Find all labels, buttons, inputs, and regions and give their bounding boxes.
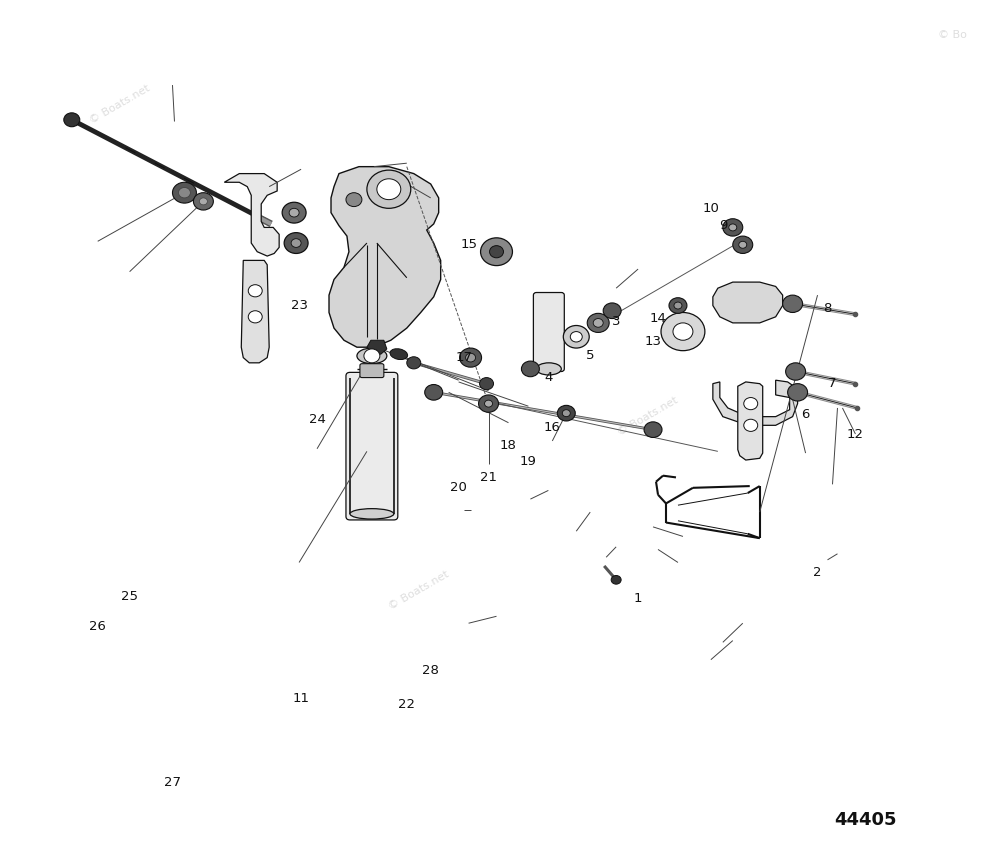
Text: 8: 8	[824, 302, 831, 314]
Circle shape	[593, 319, 603, 327]
Text: 15: 15	[460, 239, 478, 251]
Circle shape	[64, 113, 80, 127]
Circle shape	[669, 298, 687, 313]
Circle shape	[521, 361, 539, 377]
Text: 14: 14	[650, 312, 666, 325]
Ellipse shape	[357, 348, 387, 364]
Circle shape	[739, 241, 747, 248]
FancyBboxPatch shape	[533, 293, 564, 372]
Text: 1: 1	[634, 593, 642, 605]
Circle shape	[562, 410, 570, 417]
Circle shape	[674, 302, 682, 309]
Text: 19: 19	[520, 456, 536, 468]
Circle shape	[661, 312, 705, 351]
Text: 17: 17	[455, 352, 473, 364]
Circle shape	[490, 246, 503, 258]
Text: 11: 11	[292, 693, 310, 705]
Ellipse shape	[390, 349, 408, 359]
Polygon shape	[224, 174, 279, 256]
Polygon shape	[713, 282, 783, 323]
Circle shape	[603, 303, 621, 319]
Circle shape	[744, 419, 758, 431]
Circle shape	[193, 193, 213, 210]
Circle shape	[557, 405, 575, 421]
Text: 5: 5	[586, 350, 594, 362]
Circle shape	[563, 326, 589, 348]
Polygon shape	[367, 340, 387, 354]
Text: 6: 6	[802, 409, 810, 421]
Circle shape	[744, 398, 758, 410]
Text: 24: 24	[309, 413, 325, 425]
Text: 22: 22	[398, 699, 416, 711]
Text: © Boats.net: © Boats.net	[88, 82, 152, 126]
Polygon shape	[241, 260, 269, 363]
Circle shape	[178, 187, 190, 198]
Circle shape	[587, 313, 609, 332]
Circle shape	[788, 384, 808, 401]
Circle shape	[786, 363, 806, 380]
Circle shape	[783, 295, 803, 312]
Circle shape	[644, 422, 662, 437]
Circle shape	[425, 385, 443, 400]
Text: 28: 28	[423, 664, 439, 676]
Text: 16: 16	[544, 421, 560, 433]
FancyBboxPatch shape	[360, 364, 384, 378]
Polygon shape	[738, 382, 763, 460]
Circle shape	[570, 332, 582, 342]
Circle shape	[367, 170, 411, 208]
Circle shape	[485, 400, 493, 407]
Circle shape	[611, 575, 621, 584]
Circle shape	[291, 239, 301, 247]
Text: 25: 25	[121, 590, 139, 602]
Text: 23: 23	[290, 299, 308, 312]
Text: 7: 7	[829, 378, 836, 390]
Circle shape	[481, 238, 512, 266]
Circle shape	[289, 208, 299, 217]
Text: 44405: 44405	[834, 812, 896, 829]
Text: 18: 18	[500, 439, 516, 451]
Circle shape	[346, 193, 362, 207]
Circle shape	[364, 349, 380, 363]
Ellipse shape	[536, 363, 561, 375]
Text: 9: 9	[719, 220, 727, 232]
Circle shape	[407, 357, 421, 369]
Text: © Boats.net: © Boats.net	[387, 569, 451, 612]
Text: © Bo: © Bo	[938, 30, 967, 41]
Circle shape	[248, 311, 262, 323]
Text: 26: 26	[90, 621, 106, 633]
Circle shape	[673, 323, 693, 340]
Circle shape	[248, 285, 262, 297]
Text: 27: 27	[164, 777, 181, 789]
Text: 4: 4	[544, 372, 552, 384]
Text: © Boats.net: © Boats.net	[367, 221, 431, 265]
Circle shape	[199, 198, 207, 205]
Text: 3: 3	[612, 315, 620, 327]
Text: 21: 21	[480, 471, 498, 483]
Text: 13: 13	[644, 335, 662, 347]
FancyBboxPatch shape	[346, 372, 398, 520]
Circle shape	[479, 395, 498, 412]
Polygon shape	[329, 167, 441, 347]
Ellipse shape	[350, 509, 394, 519]
Circle shape	[466, 353, 476, 362]
Circle shape	[733, 236, 753, 253]
Circle shape	[282, 202, 306, 223]
Circle shape	[723, 219, 743, 236]
Text: 10: 10	[703, 202, 719, 214]
Circle shape	[729, 224, 737, 231]
Circle shape	[172, 182, 196, 203]
Circle shape	[377, 179, 401, 200]
Polygon shape	[713, 380, 798, 425]
Text: 2: 2	[814, 567, 822, 579]
Text: 20: 20	[451, 482, 467, 494]
Text: 12: 12	[846, 428, 864, 440]
Circle shape	[284, 233, 308, 253]
Circle shape	[480, 378, 494, 390]
Circle shape	[460, 348, 482, 367]
Text: © Boats.net: © Boats.net	[616, 395, 680, 438]
